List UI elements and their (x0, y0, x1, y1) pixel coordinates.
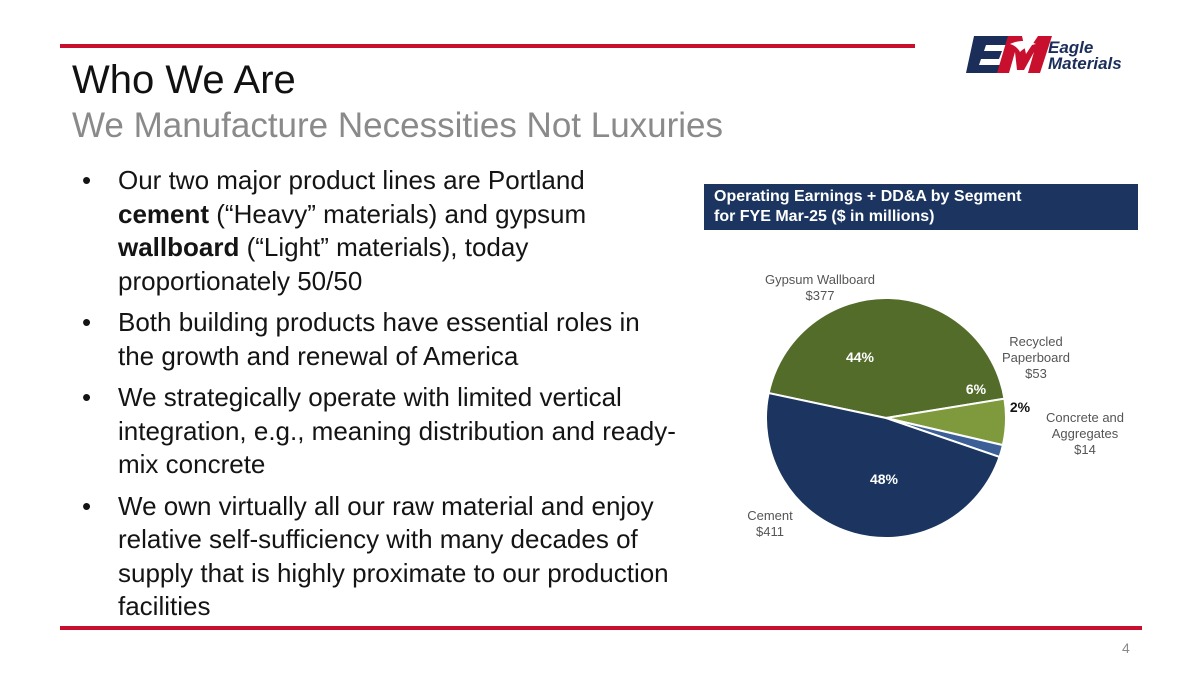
chart-header-line1: Operating Earnings + DD&A by Segment (714, 188, 1022, 205)
bullet-dot: • (82, 490, 92, 521)
chart-header-line2: for FYE Mar-25 ($ in millions) (714, 208, 935, 225)
bullet-bold-text: wallboard (118, 232, 240, 262)
pie-slice-gypsum-wallboard (767, 296, 1006, 420)
bullet-text: Our two major product lines are Portland (118, 165, 585, 195)
pie-category-label: Cement (747, 508, 793, 523)
slide-title: Who We Are (72, 58, 296, 102)
bullet-item: • Both building products have essential r… (82, 306, 682, 373)
bullet-dot: • (82, 382, 92, 412)
logo-line-eagle: Eagle (1048, 38, 1094, 57)
bullet-text: We own virtually all our raw material an… (118, 490, 669, 622)
pie-percent-label: 2% (1010, 399, 1031, 415)
bullet-text: Both building products have essential ro… (118, 307, 640, 371)
pie-slice-cement (765, 391, 1001, 539)
bottom-red-rule (60, 626, 1142, 630)
bullet-text: We strategically operate with limited ve… (118, 382, 676, 479)
pie-category-label: Recycled (1009, 334, 1062, 349)
pie-percent-label: 44% (846, 349, 875, 365)
bullet-bold-text: cement (118, 198, 210, 229)
bullet-list: • Our two major product lines are Portlan… (82, 164, 682, 632)
segment-pie-chart: 44% Gypsum Wallboard$377 6% RecycledPaperbo… (747, 272, 1124, 539)
bullet-item: • We strategically operate with limited v… (82, 381, 682, 482)
bullet-dot: • (82, 307, 92, 337)
logo-line-materials: Materials (1048, 54, 1122, 73)
eagle-materials-logo (966, 36, 1052, 73)
slide-subtitle: We Manufacture Necessities Not Luxuries (72, 106, 724, 145)
bullet-text: (“Light” materials), today proportionate… (118, 232, 529, 296)
logo-wordmark: Eagle Materials (1048, 38, 1122, 73)
pie-category-label: Aggregates (1052, 426, 1119, 441)
pie-category-label: Concrete and (1046, 410, 1124, 425)
pie-category-label: $14 (1074, 442, 1096, 457)
pie-percent-label: 48% (870, 471, 899, 487)
chart-header: Operating Earnings + DD&A by Segment for… (704, 184, 1138, 230)
pie-category-label: $411 (756, 524, 784, 539)
bullet-item: • We own virtually all our raw material a… (82, 490, 682, 624)
pie-category-label: Gypsum Wallboard (765, 272, 875, 287)
page-number: 4 (1122, 640, 1130, 656)
pie-category-label: Paperboard (1002, 350, 1070, 365)
bullet-dot: • (82, 165, 92, 195)
eagle-logo-mark (966, 36, 1052, 73)
bullet-item: • Our two major product lines are Portlan… (82, 164, 682, 298)
bullet-text: (“Heavy” materials) and gypsum (209, 198, 587, 229)
pie-category-label: $53 (1025, 366, 1047, 381)
pie-category-label: $377 (806, 288, 835, 303)
top-red-rule (60, 44, 915, 48)
pie-percent-label: 6% (966, 381, 987, 397)
